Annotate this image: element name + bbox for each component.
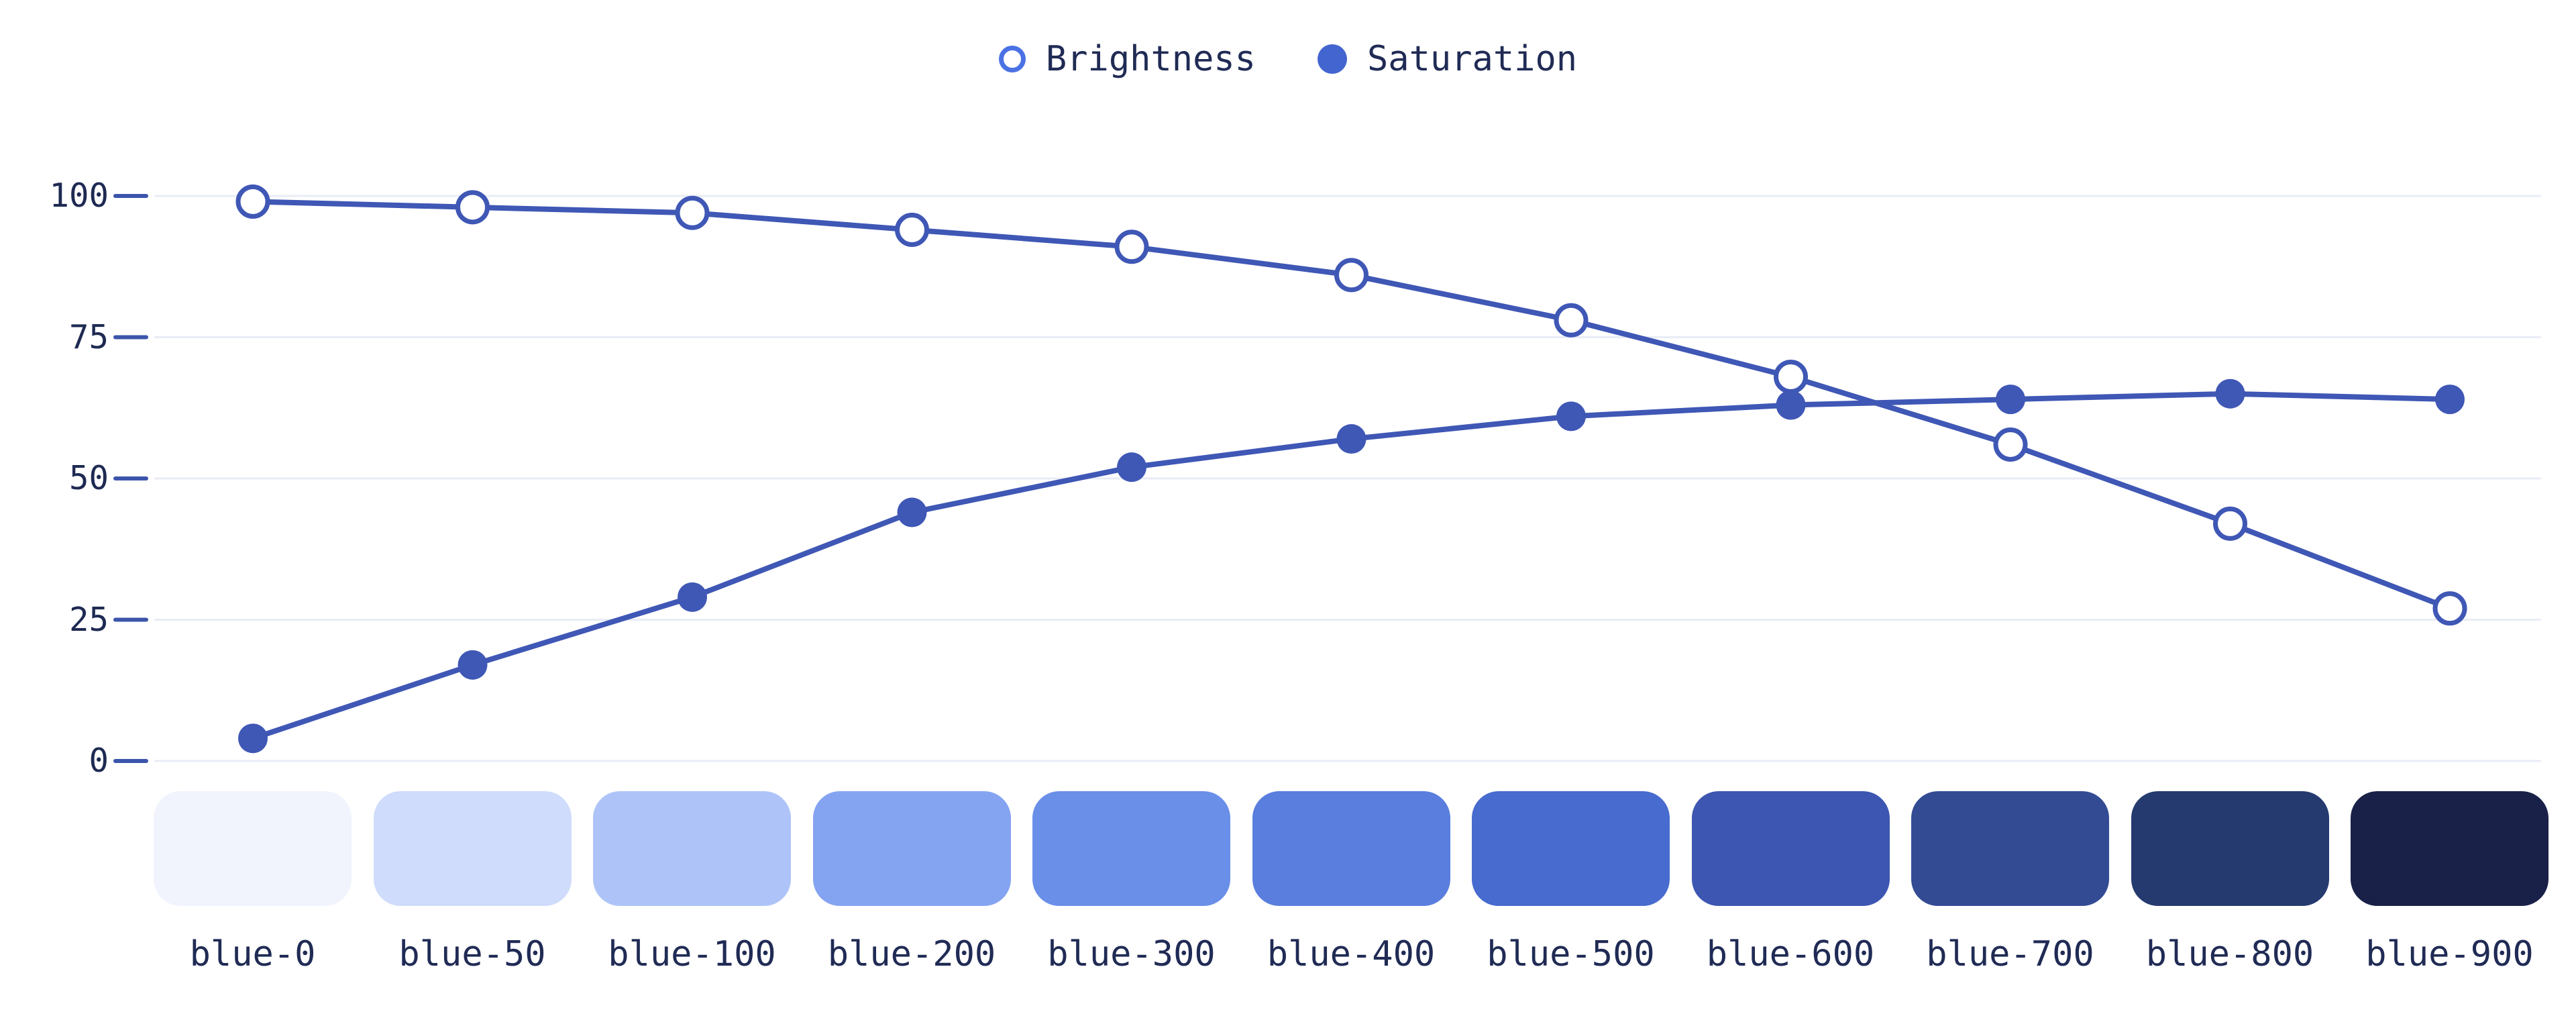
data-point-brightness-blue-0 [235, 184, 270, 219]
y-tick-label-25: 25 [68, 600, 109, 639]
data-point-saturation-blue-100 [678, 582, 707, 612]
swatch-label-blue-800: blue-800 [2145, 934, 2314, 974]
color-swatch-blue-700 [1911, 791, 2109, 906]
swatch-label-blue-0: blue-0 [189, 934, 316, 974]
swatch-cell-blue-900: blue-900 [2351, 791, 2548, 972]
data-point-saturation-blue-500 [1556, 401, 1586, 431]
data-point-brightness-blue-200 [895, 213, 929, 248]
color-swatch-blue-100 [593, 791, 791, 906]
swatch-cell-blue-300: blue-300 [1032, 791, 1230, 972]
data-point-brightness-blue-300 [1114, 230, 1149, 264]
swatch-cell-blue-500: blue-500 [1472, 791, 1670, 972]
swatch-cell-blue-0: blue-0 [154, 791, 352, 972]
legend-label-saturation: Saturation [1367, 39, 1578, 79]
y-tick-label-100: 100 [49, 176, 109, 215]
swatch-label-blue-100: blue-100 [608, 934, 776, 974]
data-point-brightness-blue-50 [455, 190, 490, 225]
swatch-label-blue-50: blue-50 [398, 934, 546, 974]
data-point-saturation-blue-400 [1336, 424, 1366, 454]
y-tick-label-0: 0 [89, 742, 109, 780]
swatch-label-blue-600: blue-600 [1706, 934, 1875, 974]
color-swatch-blue-400 [1252, 791, 1450, 906]
swatch-label-blue-300: blue-300 [1047, 934, 1216, 974]
color-swatch-blue-0 [154, 791, 352, 906]
swatch-label-blue-500: blue-500 [1487, 934, 1655, 974]
data-point-brightness-blue-700 [1993, 427, 2028, 462]
y-tick-label-50: 50 [68, 459, 109, 497]
swatch-cell-blue-100: blue-100 [593, 791, 791, 972]
color-swatch-blue-800 [2131, 791, 2329, 906]
line-chart-plot-area [113, 184, 2541, 763]
data-point-saturation-blue-300 [1117, 452, 1146, 482]
data-point-saturation-blue-0 [238, 723, 268, 754]
swatch-cell-blue-400: blue-400 [1252, 791, 1450, 972]
swatch-cell-blue-800: blue-800 [2131, 791, 2329, 972]
color-swatch-blue-200 [812, 791, 1011, 906]
data-point-brightness-blue-900 [2432, 591, 2467, 626]
swatch-label-blue-400: blue-400 [1267, 934, 1436, 974]
color-swatch-blue-50 [373, 791, 572, 906]
legend-item-brightness[interactable]: Brightness [998, 39, 1256, 79]
swatch-label-blue-200: blue-200 [827, 934, 996, 974]
swatch-cell-blue-600: blue-600 [1691, 791, 1890, 974]
swatch-cell-blue-700: blue-700 [1911, 791, 2109, 972]
color-swatch-blue-900 [2351, 791, 2548, 906]
data-point-saturation-blue-50 [458, 650, 488, 680]
data-point-brightness-blue-400 [1334, 258, 1368, 293]
color-swatch-blue-300 [1032, 791, 1230, 906]
open-circle-marker-icon [998, 46, 1026, 72]
data-point-brightness-blue-600 [1774, 359, 1808, 394]
chart-legend: Brightness Saturation [0, 39, 2576, 79]
swatch-label-blue-900: blue-900 [2365, 934, 2534, 974]
data-point-saturation-blue-200 [897, 497, 927, 527]
data-point-brightness-blue-800 [2213, 506, 2247, 541]
legend-label-brightness: Brightness [1045, 39, 1256, 79]
data-point-brightness-blue-100 [675, 195, 710, 230]
data-point-brightness-blue-500 [1554, 303, 1589, 338]
y-tick-label-75: 75 [68, 317, 109, 356]
legend-item-saturation[interactable]: Saturation [1318, 39, 1577, 79]
data-point-saturation-blue-800 [2215, 378, 2245, 409]
data-point-saturation-blue-600 [1776, 390, 1806, 420]
color-swatch-blue-500 [1472, 791, 1670, 906]
swatch-cell-blue-50: blue-50 [373, 791, 572, 974]
swatch-cell-blue-200: blue-200 [812, 791, 1011, 974]
swatch-label-blue-700: blue-700 [1926, 934, 2094, 974]
color-swatch-blue-600 [1691, 791, 1890, 906]
filled-circle-marker-icon [1318, 44, 1347, 74]
color-swatch-row: blue-0 blue-50 blue-100 blue-200 blue-300 blu… [154, 791, 2548, 972]
data-point-saturation-blue-700 [1996, 385, 2025, 415]
data-point-saturation-blue-900 [2435, 385, 2465, 415]
